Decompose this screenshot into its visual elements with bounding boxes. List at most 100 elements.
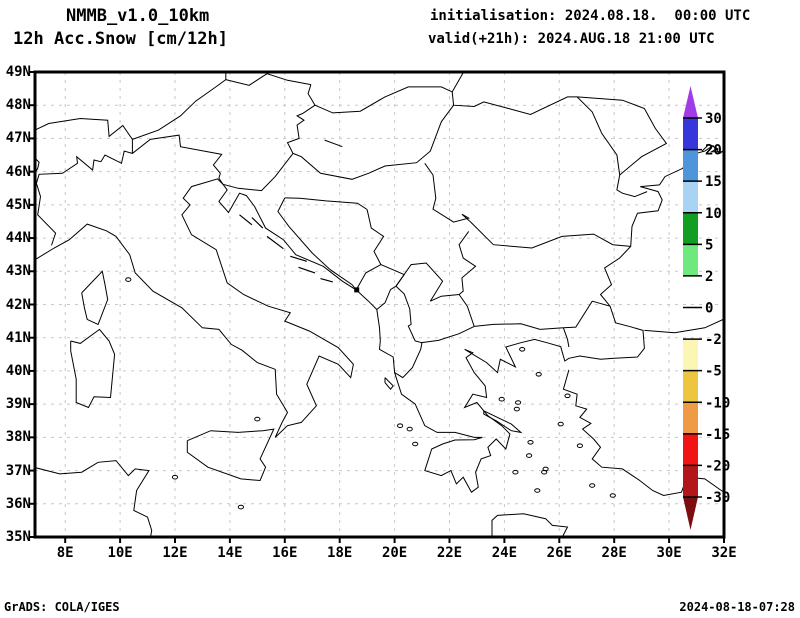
lon-tick-label: 28E [601,545,627,561]
colorbar-tick-label: -30 [705,490,730,506]
map-outline [186,428,275,482]
map-outline [314,72,465,114]
map-outline [563,300,611,329]
map-outline [81,270,109,326]
lon-tick-label: 12E [162,545,188,561]
map-outline [701,143,723,153]
island-dot [534,488,541,493]
lon-tick-label: 16E [272,545,298,561]
island-dot [171,474,179,480]
map-outline [394,340,423,379]
map-outline [292,104,455,180]
colorbar-tick-label: 20 [705,143,722,159]
colorbar-bottom-arrow [683,497,698,530]
colorbar-tick-label: -10 [705,395,730,411]
lat-tick-label: 41N [5,329,31,346]
map-outline [474,323,564,330]
colorbar-tick-label: 5 [705,237,713,253]
lat-tick-label: 38N [5,429,31,446]
lat-tick-label: 48N [5,97,31,114]
lat-tick-label: 47N [5,130,31,147]
colorbar-segment [683,212,698,245]
valid-time-label: valid(+21h): 2024.AUG.18 21:00 UTC [428,31,715,47]
map-outline [458,231,477,295]
island-dot [609,493,616,498]
lon-tick-label: 20E [381,545,408,561]
map-outline [451,91,578,116]
island-dot [557,421,564,427]
map-outline [70,328,116,409]
island-dot [498,396,505,402]
lon-tick-label: 26E [546,545,572,561]
colorbar-segment [683,370,698,403]
map-outline [35,460,153,537]
map-canvas [29,70,726,543]
lon-tick-label: 22E [436,545,463,561]
colorbar-tick-label: -5 [705,364,722,380]
map-outline [458,294,475,327]
colorbar-tick-label: -15 [705,427,730,443]
map-outline [225,73,311,86]
lat-tick-label: 46N [5,163,31,180]
model-title: NMMB_v1.0_10km [66,6,210,26]
colorbar-tick-label: 30 [705,111,722,127]
map-outline [366,209,385,265]
lon-tick-label: 14E [217,545,243,561]
colorbar-top-arrow [683,86,698,118]
map-outline [376,285,397,310]
lat-tick-label: 39N [5,396,31,413]
map-outline [430,294,460,302]
product-title: 12h Acc.Snow [cm/12h] [13,29,228,49]
map-outline [266,235,284,250]
lat-tick-label: 42N [5,296,31,313]
map-outline [132,72,227,140]
lon-tick-label: 18E [327,545,353,561]
lat-tick-label: 40N [5,362,31,379]
map-outline [324,139,343,148]
map-outline [251,217,264,229]
colorbar-tick-label: 10 [705,206,722,222]
colorbar-tick-label: 15 [705,174,722,190]
map-outline [218,145,724,493]
map-outline [420,325,475,344]
map-outline [35,178,354,438]
kotor-bay-mark [354,287,360,293]
map-outline [577,96,668,176]
lat-tick-label: 37N [5,462,31,479]
island-dot [519,347,526,352]
map-outline [644,318,724,334]
island-dot [397,423,404,429]
init-time-label: initialisation: 2024.08.18. 00:00 UTC [430,8,751,24]
lon-tick-label: 10E [107,545,133,561]
lat-tick-label: 43N [5,263,31,280]
colorbar-tick-label: -2 [705,332,722,348]
island-dot [526,453,533,458]
colorbar-segment [683,118,698,150]
colorbar-segment [683,181,698,213]
map-outline [298,266,316,274]
lat-tick-label: 44N [5,230,31,247]
colorbar-tick-label: -20 [705,458,730,474]
lon-tick-label: 30E [656,545,682,561]
lat-tick-label: 36N [5,495,31,512]
map-outline [483,410,523,434]
island-dot [564,393,571,399]
lon-tick-label: 8E [56,545,74,561]
map-outline [320,278,333,283]
island-dot [125,277,132,282]
lon-tick-label: 32E [711,545,737,561]
island-dot [412,441,419,447]
colorbar-tick-label: 2 [705,269,713,285]
map-outline [395,262,444,302]
map-outline [277,197,357,291]
map-outline [290,255,307,262]
colorbar-segment [683,244,698,276]
island-dot [512,469,519,475]
island-dot [541,469,548,475]
island-dot [576,443,584,449]
map-outline [222,153,294,192]
map-outline [35,134,224,246]
colorbar-segment [683,465,698,497]
map-outline [424,163,471,223]
